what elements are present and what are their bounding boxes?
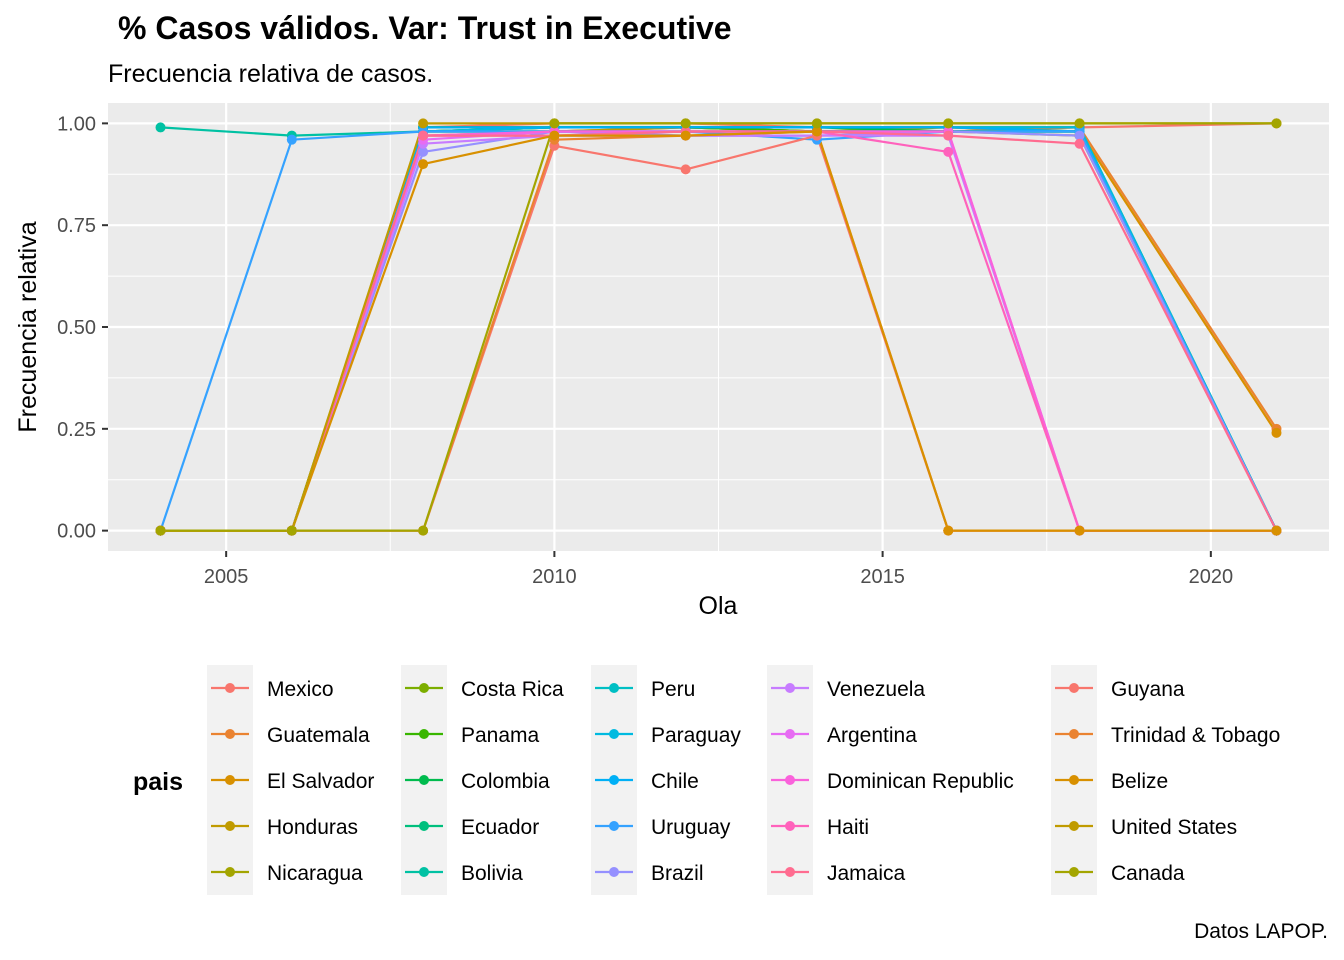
legend-label: Trinidad & Tobago	[1111, 724, 1280, 747]
legend-key-point	[785, 775, 795, 785]
legend-label: Argentina	[827, 724, 917, 747]
legend: pais Mexico Guatemala El Salvador Honduras N…	[133, 665, 1280, 895]
legend-key-point	[1069, 683, 1079, 693]
data-point	[155, 525, 166, 536]
legend-label: Brazil	[651, 862, 704, 885]
data-point	[549, 118, 560, 129]
legend-label: Haiti	[827, 816, 869, 839]
legend-key-point	[225, 775, 235, 785]
legend-label: Belize	[1111, 770, 1168, 793]
legend-key-point	[419, 821, 429, 831]
data-point	[1271, 525, 1282, 536]
legend-label: Bolivia	[461, 862, 523, 885]
legend-key-point	[419, 867, 429, 877]
data-point	[418, 118, 429, 129]
x-axis-label: Ola	[699, 592, 738, 620]
legend-key-point	[785, 867, 795, 877]
legend-label: Uruguay	[651, 816, 731, 839]
axes: 2005 2010 2015 2020 0.00 0.25 0.50 0.75 1.00	[57, 113, 1233, 588]
y-axis-label: Frecuencia relativa	[14, 221, 42, 432]
legend-key-point	[609, 867, 619, 877]
data-point	[418, 146, 429, 157]
data-point	[1074, 138, 1085, 149]
x-tick-label: 2020	[1189, 566, 1234, 588]
x-tick-label: 2015	[860, 566, 905, 588]
legend-key-point	[225, 683, 235, 693]
data-point	[1271, 427, 1282, 438]
chart-subtitle: Frecuencia relativa de casos.	[108, 60, 434, 88]
data-point	[680, 130, 691, 141]
legend-key-point	[1069, 821, 1079, 831]
y-tick-label: 0.75	[57, 215, 96, 237]
legend-key-point	[785, 821, 795, 831]
legend-label: United States	[1111, 816, 1237, 839]
legend-label: Colombia	[461, 770, 550, 793]
data-point	[418, 159, 429, 170]
data-point	[943, 525, 954, 536]
y-tick-label: 1.00	[57, 113, 96, 135]
data-point	[549, 130, 560, 141]
legend-label: Mexico	[267, 678, 334, 701]
legend-label: Paraguay	[651, 724, 741, 747]
legend-key-point	[609, 729, 619, 739]
y-tick-label: 0.25	[57, 419, 96, 441]
legend-key-point	[785, 729, 795, 739]
legend-label: Guatemala	[267, 724, 370, 747]
legend-title: pais	[133, 768, 183, 796]
data-point	[418, 130, 429, 141]
legend-label: Chile	[651, 770, 699, 793]
legend-key-point	[1069, 729, 1079, 739]
data-point	[155, 122, 166, 133]
legend-label: Jamaica	[827, 862, 906, 885]
data-point	[418, 525, 429, 536]
legend-label: Guyana	[1111, 678, 1185, 701]
data-point	[1074, 118, 1085, 129]
chart-title: % Casos válidos. Var: Trust in Executive	[118, 10, 732, 46]
legend-key-point	[225, 821, 235, 831]
legend-key-point	[419, 683, 429, 693]
legend-key-point	[225, 729, 235, 739]
legend-label: Honduras	[267, 816, 358, 839]
legend-label: El Salvador	[267, 770, 374, 793]
legend-key-point	[419, 775, 429, 785]
series-lines	[155, 118, 1282, 536]
legend-label: Peru	[651, 678, 695, 701]
legend-key-point	[1069, 867, 1079, 877]
y-tick-label: 0.00	[57, 521, 96, 543]
data-point	[1074, 130, 1085, 141]
chart-caption: Datos LAPOP.	[1194, 920, 1328, 943]
legend-key-point	[419, 729, 429, 739]
legend-label: Nicaragua	[267, 862, 363, 885]
data-point	[943, 118, 954, 129]
data-point	[943, 146, 954, 157]
legend-label: Ecuador	[461, 816, 539, 839]
data-point	[811, 126, 822, 137]
legend-key-point	[1069, 775, 1079, 785]
legend-key-point	[609, 821, 619, 831]
legend-key-point	[225, 867, 235, 877]
x-tick-label: 2010	[532, 566, 577, 588]
x-tick-label: 2005	[204, 566, 249, 588]
legend-label: Panama	[461, 724, 540, 747]
data-point	[943, 130, 954, 141]
data-point	[286, 134, 297, 145]
data-point	[680, 164, 691, 175]
legend-key-point	[785, 683, 795, 693]
legend-key-point	[609, 683, 619, 693]
legend-label: Costa Rica	[461, 678, 564, 701]
data-point	[680, 118, 691, 129]
data-point	[286, 525, 297, 536]
data-point	[1271, 118, 1282, 129]
legend-label: Dominican Republic	[827, 770, 1014, 793]
legend-label: Canada	[1111, 862, 1185, 885]
data-point	[1074, 525, 1085, 536]
legend-key-point	[609, 775, 619, 785]
y-tick-label: 0.50	[57, 317, 96, 339]
legend-label: Venezuela	[827, 678, 925, 701]
data-point	[811, 118, 822, 129]
